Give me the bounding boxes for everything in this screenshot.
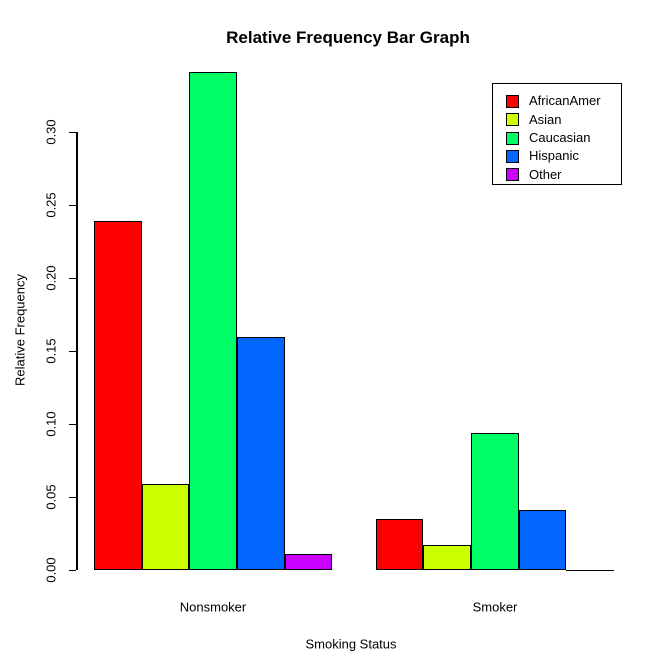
y-axis-line — [76, 132, 78, 571]
chart-title: Relative Frequency Bar Graph — [226, 28, 470, 47]
bar-caucasian-nonsmoker — [189, 72, 237, 571]
category-label-smoker: Smoker — [472, 599, 518, 615]
legend-label-hispanic: Hispanic — [529, 148, 579, 164]
y-axis-label: Relative Frequency — [12, 274, 28, 386]
legend-swatch-hispanic — [506, 149, 519, 163]
bar-africanamer-smoker — [375, 519, 424, 571]
y-tick-label: 0.05 — [43, 484, 59, 510]
bar-caucasian-smoker — [471, 433, 519, 571]
bar-asian-smoker — [423, 545, 472, 571]
legend-swatch-caucasian — [506, 131, 519, 145]
legend-swatch-asian — [506, 113, 519, 127]
legend-swatch-africanamer — [506, 94, 519, 108]
x-axis-label: Smoking Status — [305, 636, 397, 652]
bar-other-smoker — [566, 569, 615, 571]
y-tick — [69, 423, 76, 426]
y-tick-label: 0.15 — [43, 338, 59, 364]
bar-hispanic-smoker — [518, 510, 567, 571]
y-tick — [69, 131, 76, 134]
y-tick — [69, 204, 76, 207]
bar-hispanic-nonsmoker — [237, 336, 285, 571]
bar-asian-nonsmoker — [141, 484, 190, 571]
y-tick-label: 0.00 — [43, 557, 59, 583]
y-tick — [69, 569, 76, 572]
legend-label-asian: Asian — [529, 111, 562, 127]
y-tick — [69, 350, 76, 353]
legend-label-africanamer: AfricanAmer — [529, 93, 601, 109]
y-tick-label: 0.25 — [43, 192, 59, 218]
y-tick — [69, 496, 76, 499]
legend-box: AfricanAmer Asian Caucasian Hispanic Other — [492, 83, 622, 185]
legend-label-caucasian: Caucasian — [529, 130, 591, 145]
bar-other-nonsmoker — [284, 554, 333, 571]
legend-swatch-other — [506, 168, 519, 182]
bar-africanamer-nonsmoker — [94, 221, 142, 571]
legend-label-other: Other — [529, 166, 562, 182]
y-tick-label: 0.20 — [43, 265, 59, 291]
y-tick — [69, 277, 76, 280]
y-tick-label: 0.30 — [43, 119, 59, 145]
category-label-nonsmoker: Nonsmoker — [179, 599, 247, 615]
y-tick-label: 0.10 — [43, 411, 59, 437]
